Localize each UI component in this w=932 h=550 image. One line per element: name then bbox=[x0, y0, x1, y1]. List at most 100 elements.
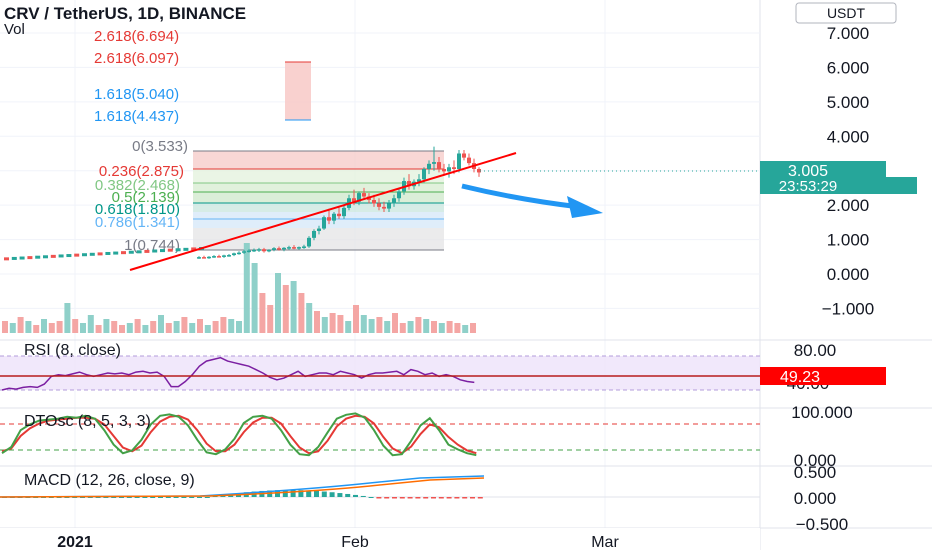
price-tick-label: 6.000 bbox=[827, 58, 870, 77]
countdown-background bbox=[760, 177, 917, 194]
volume-bar bbox=[290, 281, 297, 333]
volume-bar bbox=[275, 273, 281, 333]
candle-body bbox=[257, 249, 261, 251]
candle-body bbox=[322, 217, 326, 229]
macd-histogram-bar bbox=[165, 497, 171, 498]
fib-zone bbox=[193, 203, 444, 212]
macd-histogram-bar bbox=[446, 497, 452, 499]
macd-histogram-bar bbox=[360, 495, 366, 497]
candle-body bbox=[11, 256, 17, 260]
macd-signal-line bbox=[0, 477, 485, 498]
macd-histogram-bar bbox=[470, 497, 475, 499]
rsi-label: RSI (8, close) bbox=[24, 342, 121, 359]
volume-bar bbox=[438, 323, 445, 333]
rsi-value-background bbox=[760, 367, 886, 385]
currency-button[interactable]: USDT bbox=[795, 2, 897, 24]
candle-body bbox=[191, 247, 197, 251]
candle-body bbox=[407, 181, 411, 187]
candle-body bbox=[66, 254, 72, 258]
volume-bar bbox=[80, 323, 86, 333]
fib-level-label: 1(0.744) bbox=[124, 237, 180, 254]
volume-bar bbox=[353, 305, 359, 333]
candle-body bbox=[307, 237, 311, 247]
volume-bar bbox=[399, 323, 406, 333]
macd-histogram-bar bbox=[111, 497, 117, 498]
candle-body bbox=[202, 257, 206, 259]
candle-body bbox=[4, 257, 9, 261]
price-tick-label: 1.000 bbox=[827, 231, 870, 250]
macd-histogram-bar bbox=[290, 490, 296, 497]
macd-histogram-bar bbox=[392, 497, 397, 499]
volume-bar bbox=[17, 317, 24, 333]
time-axis-label: 2021 bbox=[57, 534, 93, 550]
fib-zone bbox=[193, 212, 444, 228]
volume-bar bbox=[446, 321, 453, 333]
candle-body bbox=[282, 247, 286, 250]
last-price-value: 3.005 bbox=[788, 163, 828, 180]
dtosc-scale-tick: 100.000 bbox=[791, 403, 852, 422]
volume-bar bbox=[9, 323, 16, 333]
candle-body bbox=[267, 249, 271, 252]
candle-body bbox=[89, 252, 95, 256]
volume-bar bbox=[220, 317, 227, 333]
fib-upper-level-label: 2.618(6.694) bbox=[94, 28, 179, 45]
candle-body bbox=[232, 253, 236, 256]
fib-level-label: 0(3.533) bbox=[132, 138, 188, 155]
price-tick-label: 7.000 bbox=[827, 24, 870, 43]
volume-bar bbox=[111, 321, 118, 333]
candle-body bbox=[82, 253, 87, 257]
volume-bar bbox=[462, 325, 469, 333]
volume-bar bbox=[431, 321, 437, 333]
candle-body bbox=[212, 256, 216, 258]
volume-bar bbox=[392, 313, 398, 333]
macd-histogram-bar bbox=[337, 493, 343, 497]
price-tick-label: 4.000 bbox=[827, 127, 870, 146]
volume-bar bbox=[306, 303, 313, 333]
volume-bar bbox=[56, 321, 63, 333]
candle-body bbox=[207, 256, 211, 259]
macd-histogram-bar bbox=[103, 497, 109, 498]
candle-body bbox=[292, 247, 296, 249]
volume-bar bbox=[126, 323, 133, 333]
volume-bar bbox=[337, 315, 344, 333]
volume-bar bbox=[423, 319, 430, 333]
candle-body bbox=[432, 162, 436, 164]
volume-bar bbox=[48, 323, 55, 333]
bar-countdown: 23:53:29 bbox=[779, 178, 837, 195]
candle-body bbox=[477, 168, 481, 173]
projection-arrow-shaft[interactable] bbox=[461, 183, 581, 210]
macd-label: MACD (12, 26, close, 9) bbox=[24, 472, 195, 489]
candle-body bbox=[277, 248, 281, 250]
candle-body bbox=[74, 253, 80, 257]
volume-bar bbox=[119, 325, 125, 333]
macd-histogram-bar bbox=[72, 497, 78, 498]
candle-body bbox=[247, 250, 251, 253]
candle-body bbox=[397, 191, 401, 199]
currency-button-label[interactable]: USDT bbox=[827, 5, 866, 21]
candle-body bbox=[58, 254, 64, 258]
volume-bar bbox=[345, 321, 352, 333]
fib-level-label: 0.236(2.875) bbox=[99, 163, 184, 180]
fib-upper-level-label: 2.618(6.097) bbox=[94, 50, 179, 67]
candle-body bbox=[302, 246, 306, 248]
volume-bar bbox=[33, 325, 40, 333]
candle-body bbox=[19, 256, 25, 260]
volume-bar bbox=[103, 319, 110, 333]
candle-body bbox=[327, 217, 331, 221]
macd-histogram-bar bbox=[415, 497, 421, 499]
macd-histogram-bar bbox=[181, 497, 187, 498]
candle-body bbox=[312, 230, 316, 238]
macd-histogram-bar bbox=[329, 492, 335, 497]
projection-arrow-head[interactable] bbox=[567, 196, 603, 218]
candle-body bbox=[35, 255, 41, 259]
candle-body bbox=[237, 252, 241, 255]
macd-histogram-bar bbox=[119, 497, 124, 498]
trendline[interactable] bbox=[129, 152, 517, 271]
candle-body bbox=[262, 249, 266, 252]
volume-bar bbox=[251, 263, 258, 333]
currency-button-frame[interactable] bbox=[795, 2, 897, 24]
volume-bar bbox=[181, 317, 188, 333]
macd-histogram-bar bbox=[438, 497, 444, 499]
macd-histogram-bar bbox=[197, 497, 202, 498]
